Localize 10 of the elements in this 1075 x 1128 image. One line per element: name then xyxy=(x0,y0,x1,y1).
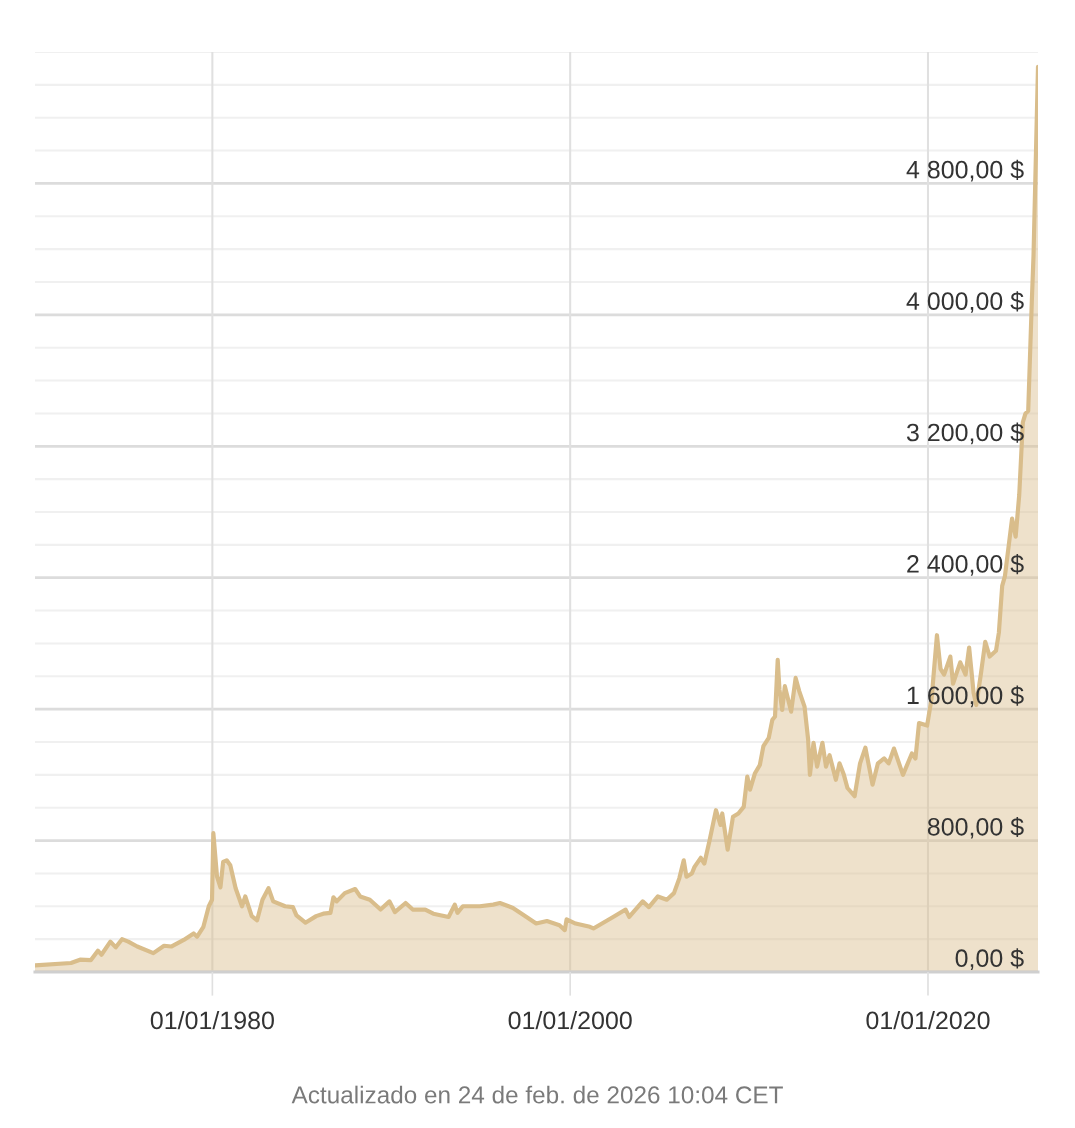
y-tick-label: 800,00 $ xyxy=(927,816,1024,839)
x-tick-label: 01/01/2020 xyxy=(866,1010,990,1030)
y-tick-label: 2 400,00 $ xyxy=(907,554,1024,576)
x-tick-label: 01/01/1980 xyxy=(150,1010,274,1030)
y-tick-label: 1 600,00 $ xyxy=(907,685,1024,708)
text: Actualizado en 24 de feb. de 2026 10:04 CET xyxy=(291,1085,783,1104)
y-tick-label: 4 000,00 $ xyxy=(906,291,1024,313)
x-tick-label: 01/01/2000 xyxy=(508,1010,632,1030)
y-tick-label: 4 800,00 $ xyxy=(906,159,1024,182)
y-tick-label: 0,00 $ xyxy=(955,948,1024,971)
